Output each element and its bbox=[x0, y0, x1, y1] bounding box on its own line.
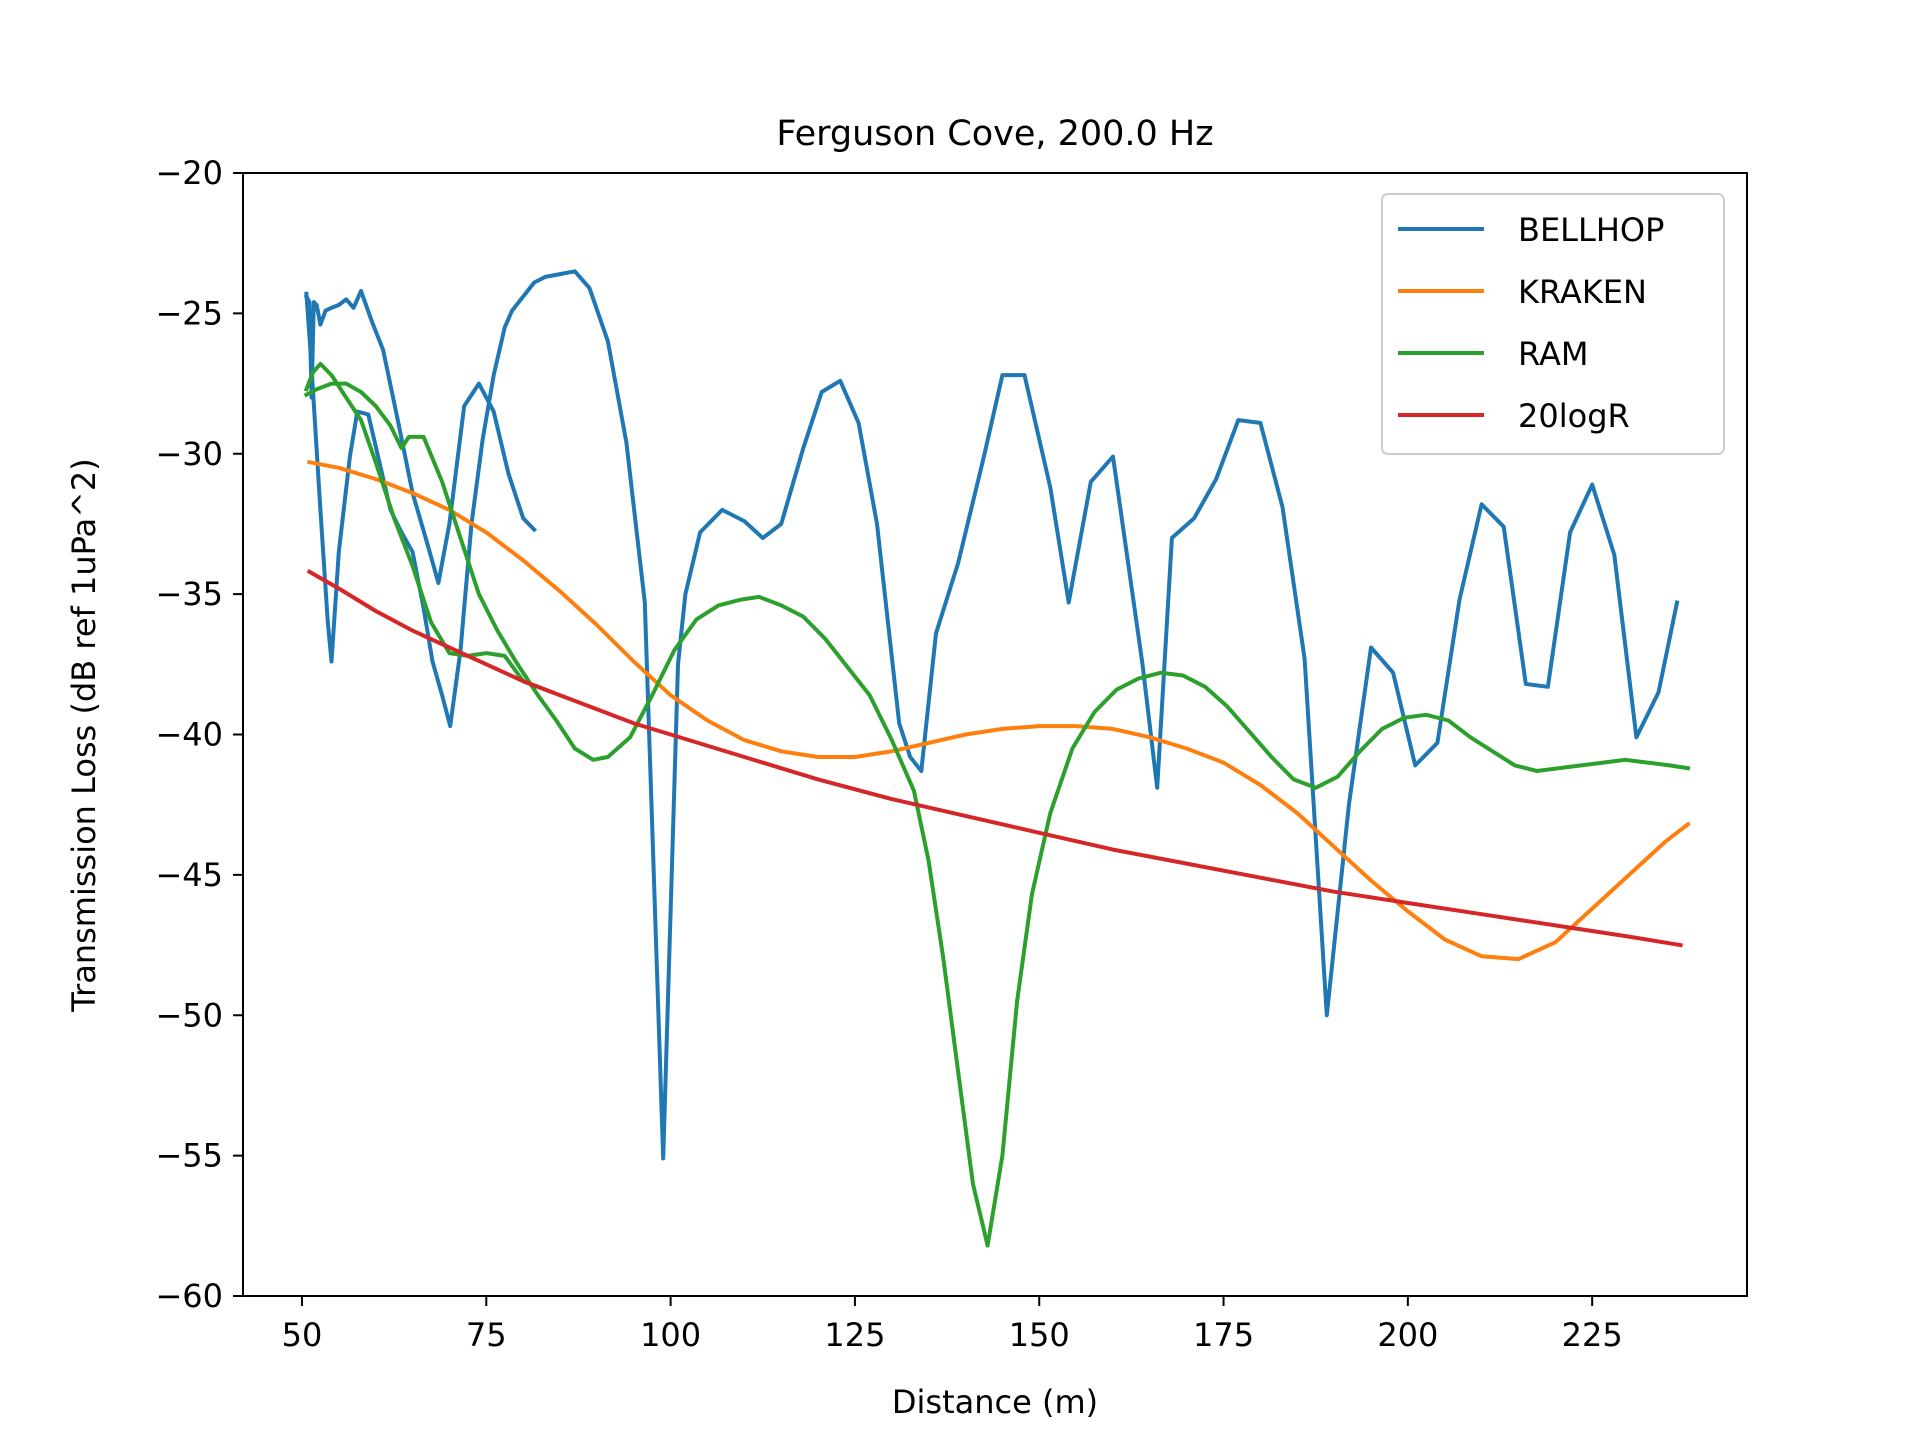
x-tick-label: 100 bbox=[640, 1316, 701, 1354]
x-axis-label: Distance (m) bbox=[892, 1383, 1098, 1421]
chart-title: Ferguson Cove, 200.0 Hz bbox=[776, 114, 1213, 154]
y-tick-label: −55 bbox=[155, 1137, 223, 1175]
series-line-20logr-1 bbox=[306, 568, 1683, 948]
y-tick-label: −35 bbox=[155, 575, 223, 613]
series-line-ram-2 bbox=[303, 381, 1691, 1248]
y-tick-label: −50 bbox=[155, 996, 223, 1034]
x-tick-label: 150 bbox=[1009, 1316, 1070, 1354]
legend-frame bbox=[1381, 193, 1725, 455]
y-tick-label: −20 bbox=[155, 154, 223, 192]
legend: BELLHOP KRAKEN RAM 20logR bbox=[1381, 193, 1725, 455]
x-tick-label: 75 bbox=[466, 1316, 507, 1354]
x-tick-label: 175 bbox=[1193, 1316, 1254, 1354]
x-tick-label: 50 bbox=[282, 1316, 323, 1354]
x-axis-ticks: 50 75 100 125 150 175 200 225 bbox=[282, 1296, 1623, 1354]
series-line-kraken-1 bbox=[307, 459, 1691, 962]
series-line-bellhop-2 bbox=[304, 269, 1680, 1161]
legend-label-bellhop: BELLHOP bbox=[1518, 211, 1664, 249]
y-axis-label: Transmission Loss (dB ref 1uPa^2) bbox=[65, 458, 103, 1013]
y-tick-label: −45 bbox=[155, 856, 223, 894]
x-tick-label: 200 bbox=[1377, 1316, 1438, 1354]
y-tick-label: −40 bbox=[155, 716, 223, 754]
x-tick-label: 125 bbox=[824, 1316, 885, 1354]
series-line-bellhop-1 bbox=[303, 288, 538, 585]
legend-label-20logr: 20logR bbox=[1518, 397, 1630, 435]
y-axis-ticks: −20 −25 −30 −35 −40 −45 −50 −55 −60 bbox=[155, 154, 243, 1315]
x-tick-label: 225 bbox=[1562, 1316, 1623, 1354]
legend-label-ram: RAM bbox=[1518, 335, 1588, 373]
y-tick-label: −60 bbox=[155, 1277, 223, 1315]
series-lines bbox=[303, 269, 1691, 1248]
y-tick-label: −30 bbox=[155, 435, 223, 473]
legend-label-kraken: KRAKEN bbox=[1518, 273, 1647, 311]
series-line-ram-1 bbox=[303, 361, 556, 695]
y-tick-label: −25 bbox=[155, 294, 223, 332]
